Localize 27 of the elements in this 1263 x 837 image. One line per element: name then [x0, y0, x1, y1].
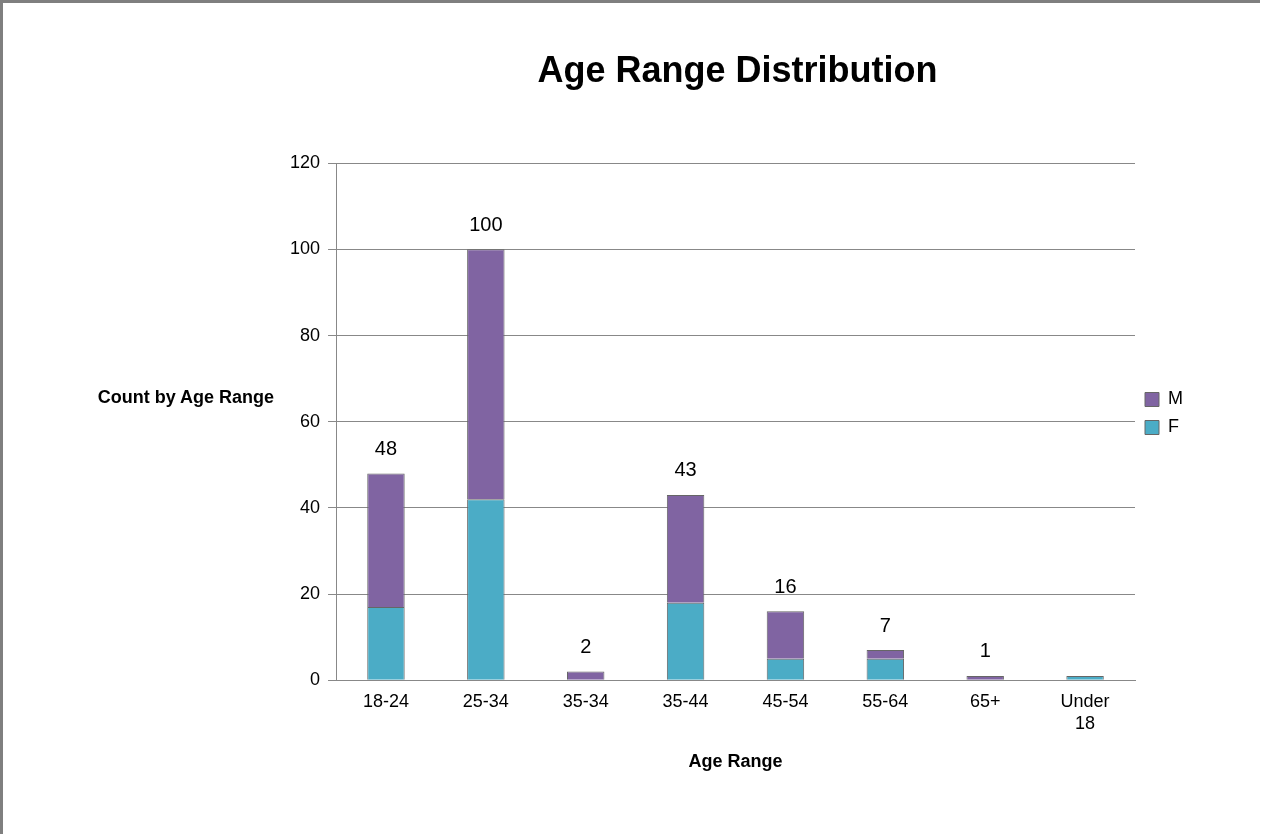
y-tick-label: 80 [300, 324, 321, 345]
y-tick-label: 120 [289, 152, 321, 173]
x-tick-label: 18-24 [362, 690, 409, 711]
x-tick-label: 25-34 [462, 690, 509, 711]
x-tick-label: 45-54 [762, 690, 809, 711]
legend-label: F [1168, 416, 1180, 437]
total-label: 2 [580, 635, 592, 658]
y-tick-label: 100 [289, 238, 321, 259]
total-label: 16 [774, 574, 797, 597]
legend-label: M [1168, 388, 1184, 409]
x-tick-label: 35-34 [562, 690, 609, 711]
x-tick-label: 65+ [969, 690, 1001, 711]
total-label: 48 [374, 436, 398, 459]
y-tick-label: 40 [300, 496, 321, 517]
total-label: 43 [674, 458, 697, 481]
total-label: 7 [879, 613, 891, 636]
total-label: 1 [979, 639, 991, 662]
y-tick-label: 20 [300, 583, 321, 603]
x-tick-label: Under 18 [1060, 690, 1110, 733]
x-tick-label: 35-44 [662, 690, 709, 711]
x-tick-label: 55-64 [862, 690, 909, 711]
y-axis-title: Count by Age Range [97, 386, 274, 407]
y-tick-label: 60 [300, 410, 321, 431]
y-tick-label: 0 [310, 669, 321, 690]
x-axis-title: Age Range [688, 751, 783, 772]
chart-title: Age Range Distribution [537, 48, 938, 90]
total-label: 100 [469, 212, 503, 235]
